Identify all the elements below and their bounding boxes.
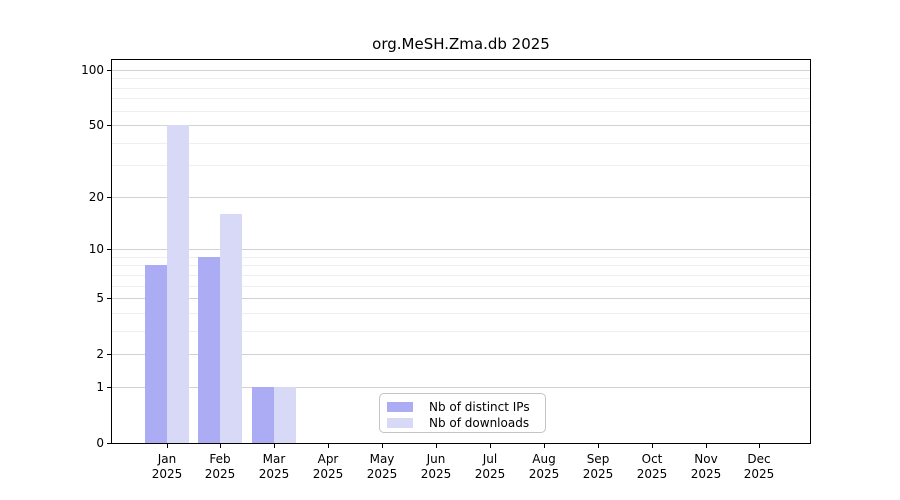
- xtick-month: Oct: [641, 452, 663, 466]
- bar-downloads-jan: [167, 125, 189, 443]
- xtick-year: 2025: [690, 467, 722, 481]
- gridline-minor-80: [112, 88, 810, 89]
- bar-ips-feb: [198, 257, 220, 443]
- legend-label-downloads: Nb of downloads: [429, 415, 530, 430]
- legend-item-downloads: Nb of downloads: [387, 415, 545, 430]
- xtick-label-sep: Sep 2025: [568, 452, 628, 482]
- gridline-minor-6: [112, 286, 810, 287]
- legend-swatch-downloads: [387, 417, 413, 428]
- gridline-minor-30: [112, 165, 810, 166]
- ytick-label-5: 5: [96, 291, 104, 305]
- bar-downloads-feb: [220, 214, 242, 443]
- xtick-year: 2025: [312, 467, 344, 481]
- gridline-minor-8: [112, 265, 810, 266]
- gridline-major-5: [112, 298, 810, 299]
- xtick-label-mar: Mar 2025: [244, 452, 304, 482]
- xtick-month: Jun: [426, 452, 446, 466]
- xtick-label-jan: Jan 2025: [137, 452, 197, 482]
- xtick-month: Aug: [532, 452, 556, 466]
- xtick-label-jun: Jun 2025: [406, 452, 466, 482]
- gridline-major-1: [112, 387, 810, 388]
- xtick-label-oct: Oct 2025: [622, 452, 682, 482]
- xtick-month: Apr: [317, 452, 339, 466]
- legend-label-ips: Nb of distinct IPs: [429, 399, 530, 414]
- gridline-major-20: [112, 197, 810, 198]
- xtick-mark-apr: [328, 444, 329, 448]
- xtick-month: Dec: [747, 452, 771, 466]
- gridline-minor-3: [112, 331, 810, 332]
- gridline-major-50: [112, 125, 810, 126]
- xtick-label-may: May 2025: [352, 452, 412, 482]
- xtick-label-aug: Aug 2025: [514, 452, 574, 482]
- ytick-mark-100: [107, 70, 112, 71]
- xtick-label-dec: Dec 2025: [729, 452, 789, 482]
- bar-ips-mar: [252, 387, 274, 443]
- xtick-label-nov: Nov 2025: [676, 452, 736, 482]
- ytick-label-2: 2: [96, 347, 104, 361]
- xtick-year: 2025: [151, 467, 183, 481]
- xtick-year: 2025: [420, 467, 452, 481]
- xtick-label-apr: Apr 2025: [298, 452, 358, 482]
- gridline-major-10: [112, 249, 810, 250]
- xtick-year: 2025: [204, 467, 236, 481]
- ytick-mark-50: [107, 125, 112, 126]
- gridline-minor-9: [112, 257, 810, 258]
- ytick-label-100: 100: [81, 63, 104, 77]
- bar-downloads-mar: [274, 387, 296, 443]
- xtick-mark-aug: [544, 444, 545, 448]
- xtick-mark-sep: [598, 444, 599, 448]
- gridline-minor-60: [112, 111, 810, 112]
- gridline-minor-70: [112, 98, 810, 99]
- xtick-month: Feb: [209, 452, 231, 466]
- ytick-mark-10: [107, 249, 112, 250]
- chart-title: org.MeSH.Zma.db 2025: [372, 35, 550, 53]
- xtick-mark-nov: [706, 444, 707, 448]
- ytick-mark-1: [107, 387, 112, 388]
- gridline-minor-90: [112, 78, 810, 79]
- ytick-label-10: 10: [88, 242, 104, 256]
- ytick-label-1: 1: [96, 380, 104, 394]
- xtick-mark-mar: [274, 444, 275, 448]
- gridline-major-2: [112, 354, 810, 355]
- ytick-label-0: 0: [96, 436, 104, 450]
- xtick-month: Jul: [482, 452, 498, 466]
- gridline-minor-7: [112, 275, 810, 276]
- xtick-label-jul: Jul 2025: [460, 452, 520, 482]
- gridline-minor-40: [112, 143, 810, 144]
- xtick-year: 2025: [528, 467, 560, 481]
- ytick-label-20: 20: [88, 190, 104, 204]
- xtick-year: 2025: [636, 467, 668, 481]
- xtick-mark-may: [382, 444, 383, 448]
- gridline-minor-4: [112, 313, 810, 314]
- xtick-mark-dec: [759, 444, 760, 448]
- xtick-mark-jun: [436, 444, 437, 448]
- ytick-mark-2: [107, 354, 112, 355]
- xtick-mark-feb: [220, 444, 221, 448]
- xtick-mark-jul: [490, 444, 491, 448]
- xtick-month: Sep: [586, 452, 610, 466]
- xtick-month: Nov: [694, 452, 718, 466]
- ytick-label-50: 50: [88, 118, 104, 132]
- legend-item-distinct-ips: Nb of distinct IPs: [387, 399, 545, 414]
- bar-ips-jan: [145, 265, 167, 443]
- xtick-year: 2025: [743, 467, 775, 481]
- legend-swatch-ips: [387, 401, 413, 412]
- ytick-mark-5: [107, 298, 112, 299]
- xtick-month: Mar: [262, 452, 286, 466]
- ytick-mark-0: [107, 443, 112, 444]
- xtick-month: Jan: [157, 452, 177, 466]
- gridline-major-100: [112, 70, 810, 71]
- legend: Nb of distinct IPs Nb of downloads: [379, 393, 546, 433]
- xtick-mark-jan: [167, 444, 168, 448]
- xtick-label-feb: Feb 2025: [190, 452, 250, 482]
- xtick-year: 2025: [258, 467, 290, 481]
- xtick-mark-oct: [652, 444, 653, 448]
- xtick-year: 2025: [474, 467, 506, 481]
- xtick-month: May: [369, 452, 395, 466]
- xtick-year: 2025: [366, 467, 398, 481]
- xtick-year: 2025: [582, 467, 614, 481]
- ytick-mark-20: [107, 197, 112, 198]
